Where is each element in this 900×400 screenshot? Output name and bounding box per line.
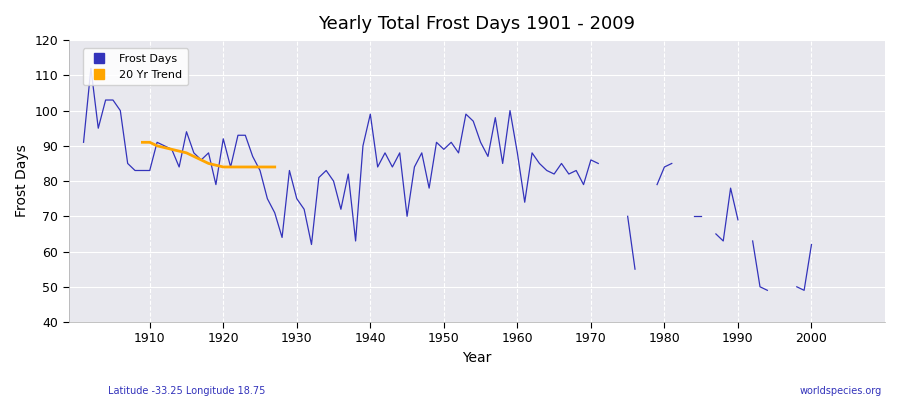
- X-axis label: Year: Year: [463, 351, 491, 365]
- Text: worldspecies.org: worldspecies.org: [800, 386, 882, 396]
- Y-axis label: Frost Days: Frost Days: [15, 145, 29, 218]
- Text: Latitude -33.25 Longitude 18.75: Latitude -33.25 Longitude 18.75: [108, 386, 266, 396]
- Legend: Frost Days, 20 Yr Trend: Frost Days, 20 Yr Trend: [83, 48, 188, 85]
- Title: Yearly Total Frost Days 1901 - 2009: Yearly Total Frost Days 1901 - 2009: [319, 15, 635, 33]
